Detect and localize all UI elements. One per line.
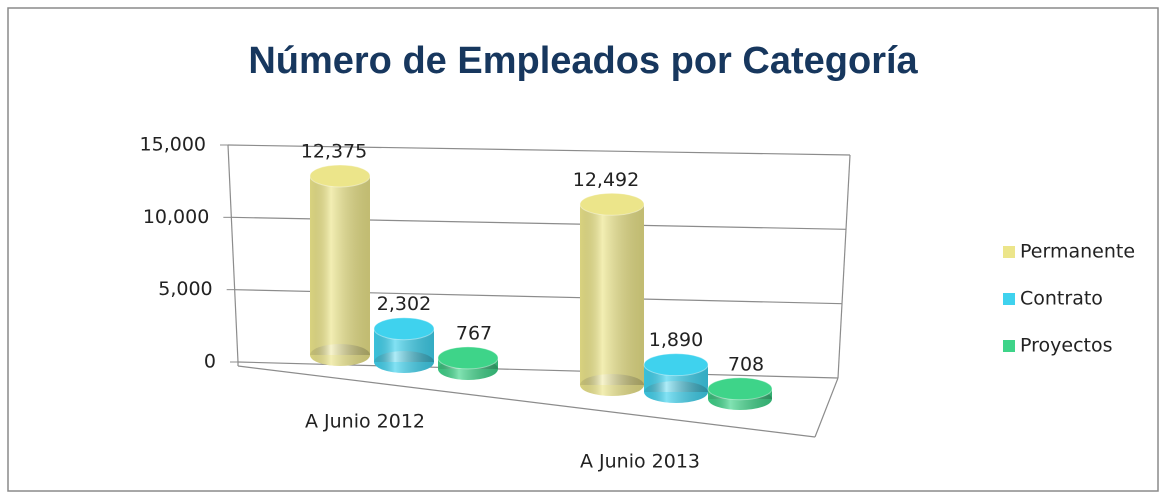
data-label: 12,375	[301, 140, 367, 162]
bar-top	[437, 346, 499, 370]
bar-top	[309, 164, 371, 188]
data-label: 1,890	[649, 329, 703, 351]
bar-top	[707, 377, 773, 401]
bar	[643, 353, 709, 403]
data-label: 12,492	[573, 169, 639, 191]
bar	[437, 346, 499, 380]
y-tick-label: 0	[204, 351, 216, 373]
legend-swatch	[1003, 246, 1015, 258]
grid-line	[227, 144, 851, 156]
y-tick-label: 5,000	[158, 278, 212, 300]
bar	[579, 192, 645, 396]
bar-shade	[580, 204, 644, 385]
floor-edge	[237, 365, 816, 438]
legend-label: Proyectos	[1020, 335, 1113, 357]
data-label: 2,302	[377, 293, 431, 315]
bar	[373, 317, 435, 373]
legend-swatch	[1003, 340, 1015, 352]
wall-edge	[837, 154, 851, 379]
bar-shade	[310, 175, 370, 355]
y-tick-label: 15,000	[140, 134, 206, 156]
bar-top	[373, 317, 435, 341]
x-tick-label: A Junio 2013	[580, 451, 700, 473]
bar	[309, 164, 371, 366]
x-tick-label: A Junio 2012	[305, 411, 425, 433]
legend-label: Contrato	[1020, 288, 1103, 310]
data-label: 708	[728, 353, 764, 375]
legend-label: Permanente	[1020, 241, 1135, 263]
y-tick-label: 10,000	[143, 206, 209, 228]
data-label: 767	[456, 322, 492, 344]
legend-swatch	[1003, 293, 1015, 305]
bar-top	[579, 192, 645, 216]
y-axis	[227, 144, 239, 363]
bar-top	[643, 353, 709, 377]
bar	[707, 377, 773, 410]
floor-edge	[814, 377, 839, 438]
chart-title: Número de Empleados por Categoría	[248, 40, 918, 82]
